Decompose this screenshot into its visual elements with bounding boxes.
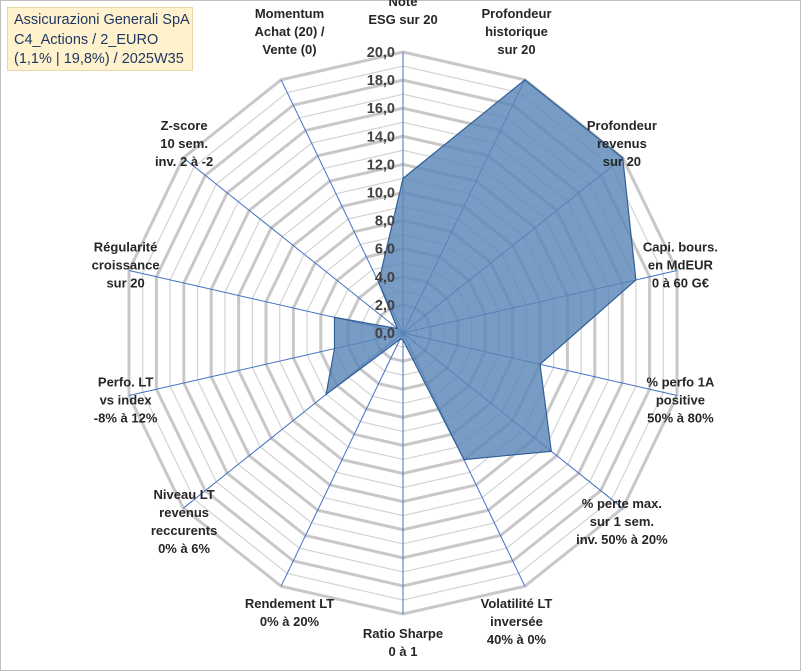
category-label-line: inv. 2 à -2 [155,154,213,169]
category-label-line: Rendement LT [245,596,334,611]
radar-series [325,79,637,461]
category-label-line: Profondeur [587,118,657,133]
tick-label: 0,0 [375,326,395,342]
tick-label: 6,0 [375,242,395,258]
category-label: Niveau LT revenus reccurents 0% à 6% [151,487,217,556]
category-label: Momentum Achat (20) / Vente (0) [254,6,324,57]
category-label-line: Capi. bours. [643,240,718,255]
category-label-line: inv. 50% à 20% [576,532,668,547]
category-label-line: Achat (20) / [254,24,324,39]
category-label: Ratio Sharpe 0 à 1 [363,626,443,659]
category-label: Régularité croissance sur 20 [92,240,160,291]
category-label: Profondeur revenus sur 20 [587,118,657,169]
category-label-line: Profondeur [481,6,551,21]
tick-label: 8,0 [375,214,395,230]
category-label-line: Régularité [94,240,158,255]
category-label-line: Vente (0) [262,42,316,57]
category-label-line: 0 à 1 [389,644,418,659]
category-label-line: sur 20 [106,276,144,291]
category-label-line: 50% à 80% [647,410,714,425]
tick-label: 14,0 [367,129,395,145]
tick-label: 16,0 [367,101,395,117]
category-label: Rendement LT 0% à 20% [245,596,334,629]
category-label-line: croissance [92,258,160,273]
tick-label: 20,0 [367,45,395,61]
category-label: Z-score 10 sem. inv. 2 à -2 [155,118,213,169]
category-label: % perte max. sur 1 sem. inv. 50% à 20% [576,496,668,547]
category-label: % perfo 1A positive 50% à 80% [646,374,715,425]
category-label-line: vs index [100,392,153,407]
tick-label: 12,0 [367,157,395,173]
title-line-2: C4_Actions / 2_EURO [14,31,159,48]
category-label-line: 0 à 60 G€ [652,276,709,291]
category-label-line: historique [485,24,548,39]
category-label: Profondeur historique sur 20 [481,6,551,57]
category-label-line: Niveau LT [154,487,215,502]
category-label-line: ESG sur 20 [368,12,437,27]
category-label-line: reccurents [151,523,217,538]
title-line-1: Assicurazioni Generali SpA [14,12,190,28]
category-label-line: positive [656,392,705,407]
category-label-line: sur 1 sem. [590,514,654,529]
category-labels: Note ESG sur 20 Profondeur historique sur 20… [92,0,718,659]
category-label: Capi. bours. en MdEUR 0 à 60 G€ [643,240,718,291]
category-label-line: Volatilité LT [481,596,553,611]
category-label-line: -8% à 12% [94,410,158,425]
category-label-line: Perfo. LT [98,374,153,389]
category-label: Note ESG sur 20 [368,0,437,27]
category-label: Perfo. LT vs index -8% à 12% [94,374,158,425]
category-label-line: 0% à 6% [158,541,210,556]
category-label-line: sur 20 [497,42,535,57]
category-label-line: revenus [597,136,647,151]
category-label-line: Momentum [255,6,324,21]
category-label-line: revenus [159,505,209,520]
chart-title-box: Assicurazioni Generali SpA C4_Actions / … [7,7,193,71]
axis-spoke [182,157,404,334]
title-line-3: (1,1% | 19,8%) / 2025W35 [14,51,184,67]
category-label-line: inversée [490,614,543,629]
axis-spoke [280,332,404,587]
category-label-line: en MdEUR [648,258,714,273]
category-label-line: % perte max. [582,496,662,511]
category-label-line: 10 sem. [160,136,208,151]
category-label-line: sur 20 [603,154,641,169]
category-label-line: Ratio Sharpe [363,626,443,641]
radial-tick-labels: 0,0 2,0 4,0 6,0 8,0 10,0 12,0 14,0 16,0 18,0 20,0 [367,45,395,342]
category-label-line: 0% à 20% [260,614,320,629]
tick-label: 4,0 [375,270,395,286]
category-label: Volatilité LT inversée 40% à 0% [481,596,553,647]
category-label-line: % perfo 1A [646,374,715,389]
category-label-line: Z-score [161,118,208,133]
tick-label: 2,0 [375,298,395,314]
category-label-line: Note [389,0,418,9]
category-label-line: 40% à 0% [487,632,547,647]
tick-label: 10,0 [367,186,395,202]
tick-label: 18,0 [367,73,395,89]
